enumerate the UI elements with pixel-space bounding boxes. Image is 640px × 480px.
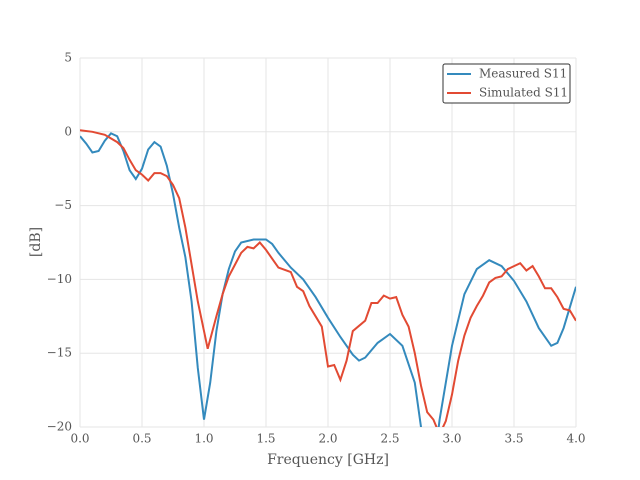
x-tick-label: 2.0 xyxy=(318,432,337,446)
x-tick-label: 3.5 xyxy=(504,432,523,446)
x-tick-label: 1.5 xyxy=(256,432,275,446)
y-tick-label: 5 xyxy=(64,51,72,65)
y-tick-label: −5 xyxy=(54,198,72,212)
legend-label: Measured S11 xyxy=(479,67,567,81)
legend-label: Simulated S11 xyxy=(479,86,568,100)
x-tick-label: 0.5 xyxy=(132,432,151,446)
x-tick-label: 1.0 xyxy=(194,432,213,446)
y-tick-label: −10 xyxy=(47,272,72,286)
legend-box xyxy=(442,63,571,104)
y-tick-label: 0 xyxy=(64,124,72,138)
x-tick-label: 4.0 xyxy=(566,432,585,446)
y-axis-label: [dB] xyxy=(28,227,44,257)
plot-area xyxy=(80,129,576,427)
y-tick-label: −15 xyxy=(47,346,72,360)
line xyxy=(80,129,576,427)
x-tick-label: 3.0 xyxy=(442,432,461,446)
x-axis-label: Frequency [GHz] xyxy=(267,452,389,468)
y-tick-label: −20 xyxy=(47,420,72,434)
x-tick-label: 2.5 xyxy=(380,432,399,446)
x-tick-label: 0.0 xyxy=(70,432,89,446)
